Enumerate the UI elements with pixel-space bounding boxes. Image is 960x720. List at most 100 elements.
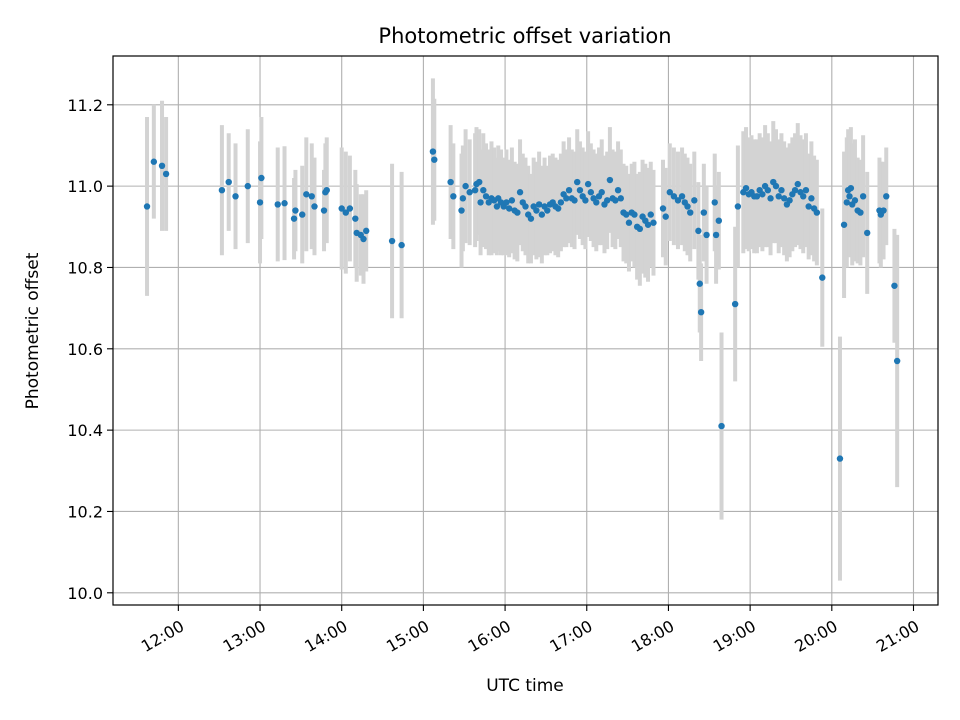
data-point <box>840 221 848 228</box>
data-point <box>533 207 540 214</box>
data-point <box>883 193 890 200</box>
data-point <box>678 193 686 200</box>
chart-title: Photometric offset variation <box>378 24 671 48</box>
data-point <box>162 170 170 178</box>
data-point <box>603 197 611 204</box>
data-point <box>508 197 516 204</box>
data-point <box>696 280 703 287</box>
data-point <box>695 227 702 235</box>
data-point <box>527 215 535 222</box>
data-point <box>431 156 438 163</box>
data-point <box>625 219 633 226</box>
data-point <box>565 187 573 194</box>
data-point <box>476 178 483 186</box>
data-point <box>731 300 739 308</box>
data-point <box>571 197 578 204</box>
data-point <box>650 219 657 226</box>
y-tick-label: 10.6 <box>67 340 103 359</box>
data-point <box>802 187 810 194</box>
data-point <box>338 205 345 212</box>
y-tick-label: 10.4 <box>67 421 103 440</box>
data-point <box>859 193 867 200</box>
data-point <box>274 201 281 208</box>
data-point <box>598 189 605 196</box>
data-point <box>674 197 682 204</box>
data-point <box>225 178 232 186</box>
y-tick-label: 11.0 <box>67 177 103 196</box>
data-point <box>535 201 543 208</box>
data-point <box>691 197 698 204</box>
data-point <box>514 209 521 216</box>
data-point <box>764 187 772 194</box>
data-point <box>554 205 562 212</box>
data-point <box>593 199 600 206</box>
data-point <box>574 178 581 186</box>
data-point <box>587 189 595 196</box>
y-tick-label: 10.2 <box>67 502 103 521</box>
data-point <box>662 213 669 220</box>
data-point <box>778 187 785 194</box>
data-point <box>244 182 251 190</box>
data-point <box>363 227 370 235</box>
data-point <box>311 203 318 210</box>
data-point <box>786 197 793 204</box>
data-point <box>891 282 898 289</box>
data-point <box>582 197 589 204</box>
data-point <box>606 176 614 184</box>
data-point <box>843 199 850 206</box>
data-point <box>612 197 619 204</box>
data-point <box>450 193 457 200</box>
data-point <box>687 209 694 216</box>
data-point <box>557 199 565 206</box>
data-point <box>360 235 367 243</box>
data-point <box>712 231 720 239</box>
data-point <box>458 207 465 214</box>
data-point <box>711 199 718 206</box>
data-point <box>666 189 674 196</box>
data-point <box>647 211 654 218</box>
data-point <box>813 209 821 216</box>
data-point <box>493 203 501 210</box>
data-point <box>644 221 652 228</box>
y-axis-ticks: 10.0 10.2 10.4 10.6 10.8 11.0 11.2 <box>67 96 113 603</box>
x-axis-label: UTC time <box>486 676 564 696</box>
data-point <box>505 205 513 212</box>
data-point <box>847 184 855 192</box>
data-point <box>684 203 691 210</box>
data-point <box>342 209 349 216</box>
data-point <box>299 211 306 218</box>
data-point <box>864 229 871 237</box>
data-point <box>718 422 725 430</box>
data-point <box>292 207 299 214</box>
data-point <box>584 180 592 188</box>
data-point <box>775 193 782 200</box>
data-point <box>576 187 584 194</box>
data-point <box>290 215 298 222</box>
data-point <box>753 193 761 200</box>
data-point <box>303 191 310 198</box>
data-point <box>715 217 723 224</box>
data-point <box>150 158 158 165</box>
data-point <box>767 195 774 202</box>
data-point <box>258 174 265 182</box>
plot-frame <box>112 55 939 606</box>
data-point <box>459 195 467 202</box>
data-point <box>808 195 815 202</box>
data-point <box>623 211 630 218</box>
data-point <box>846 193 853 200</box>
data-point <box>636 225 644 233</box>
data-point <box>256 199 264 206</box>
data-point <box>791 187 799 194</box>
data-point <box>703 231 710 239</box>
data-point <box>697 309 705 316</box>
data-point <box>352 215 359 222</box>
data-point <box>429 148 437 155</box>
data-point <box>281 200 288 207</box>
data-point <box>800 193 807 200</box>
data-point <box>503 199 510 206</box>
data-point <box>143 203 151 210</box>
data-points <box>143 148 901 462</box>
data-point <box>538 211 546 218</box>
data-point <box>544 207 551 214</box>
